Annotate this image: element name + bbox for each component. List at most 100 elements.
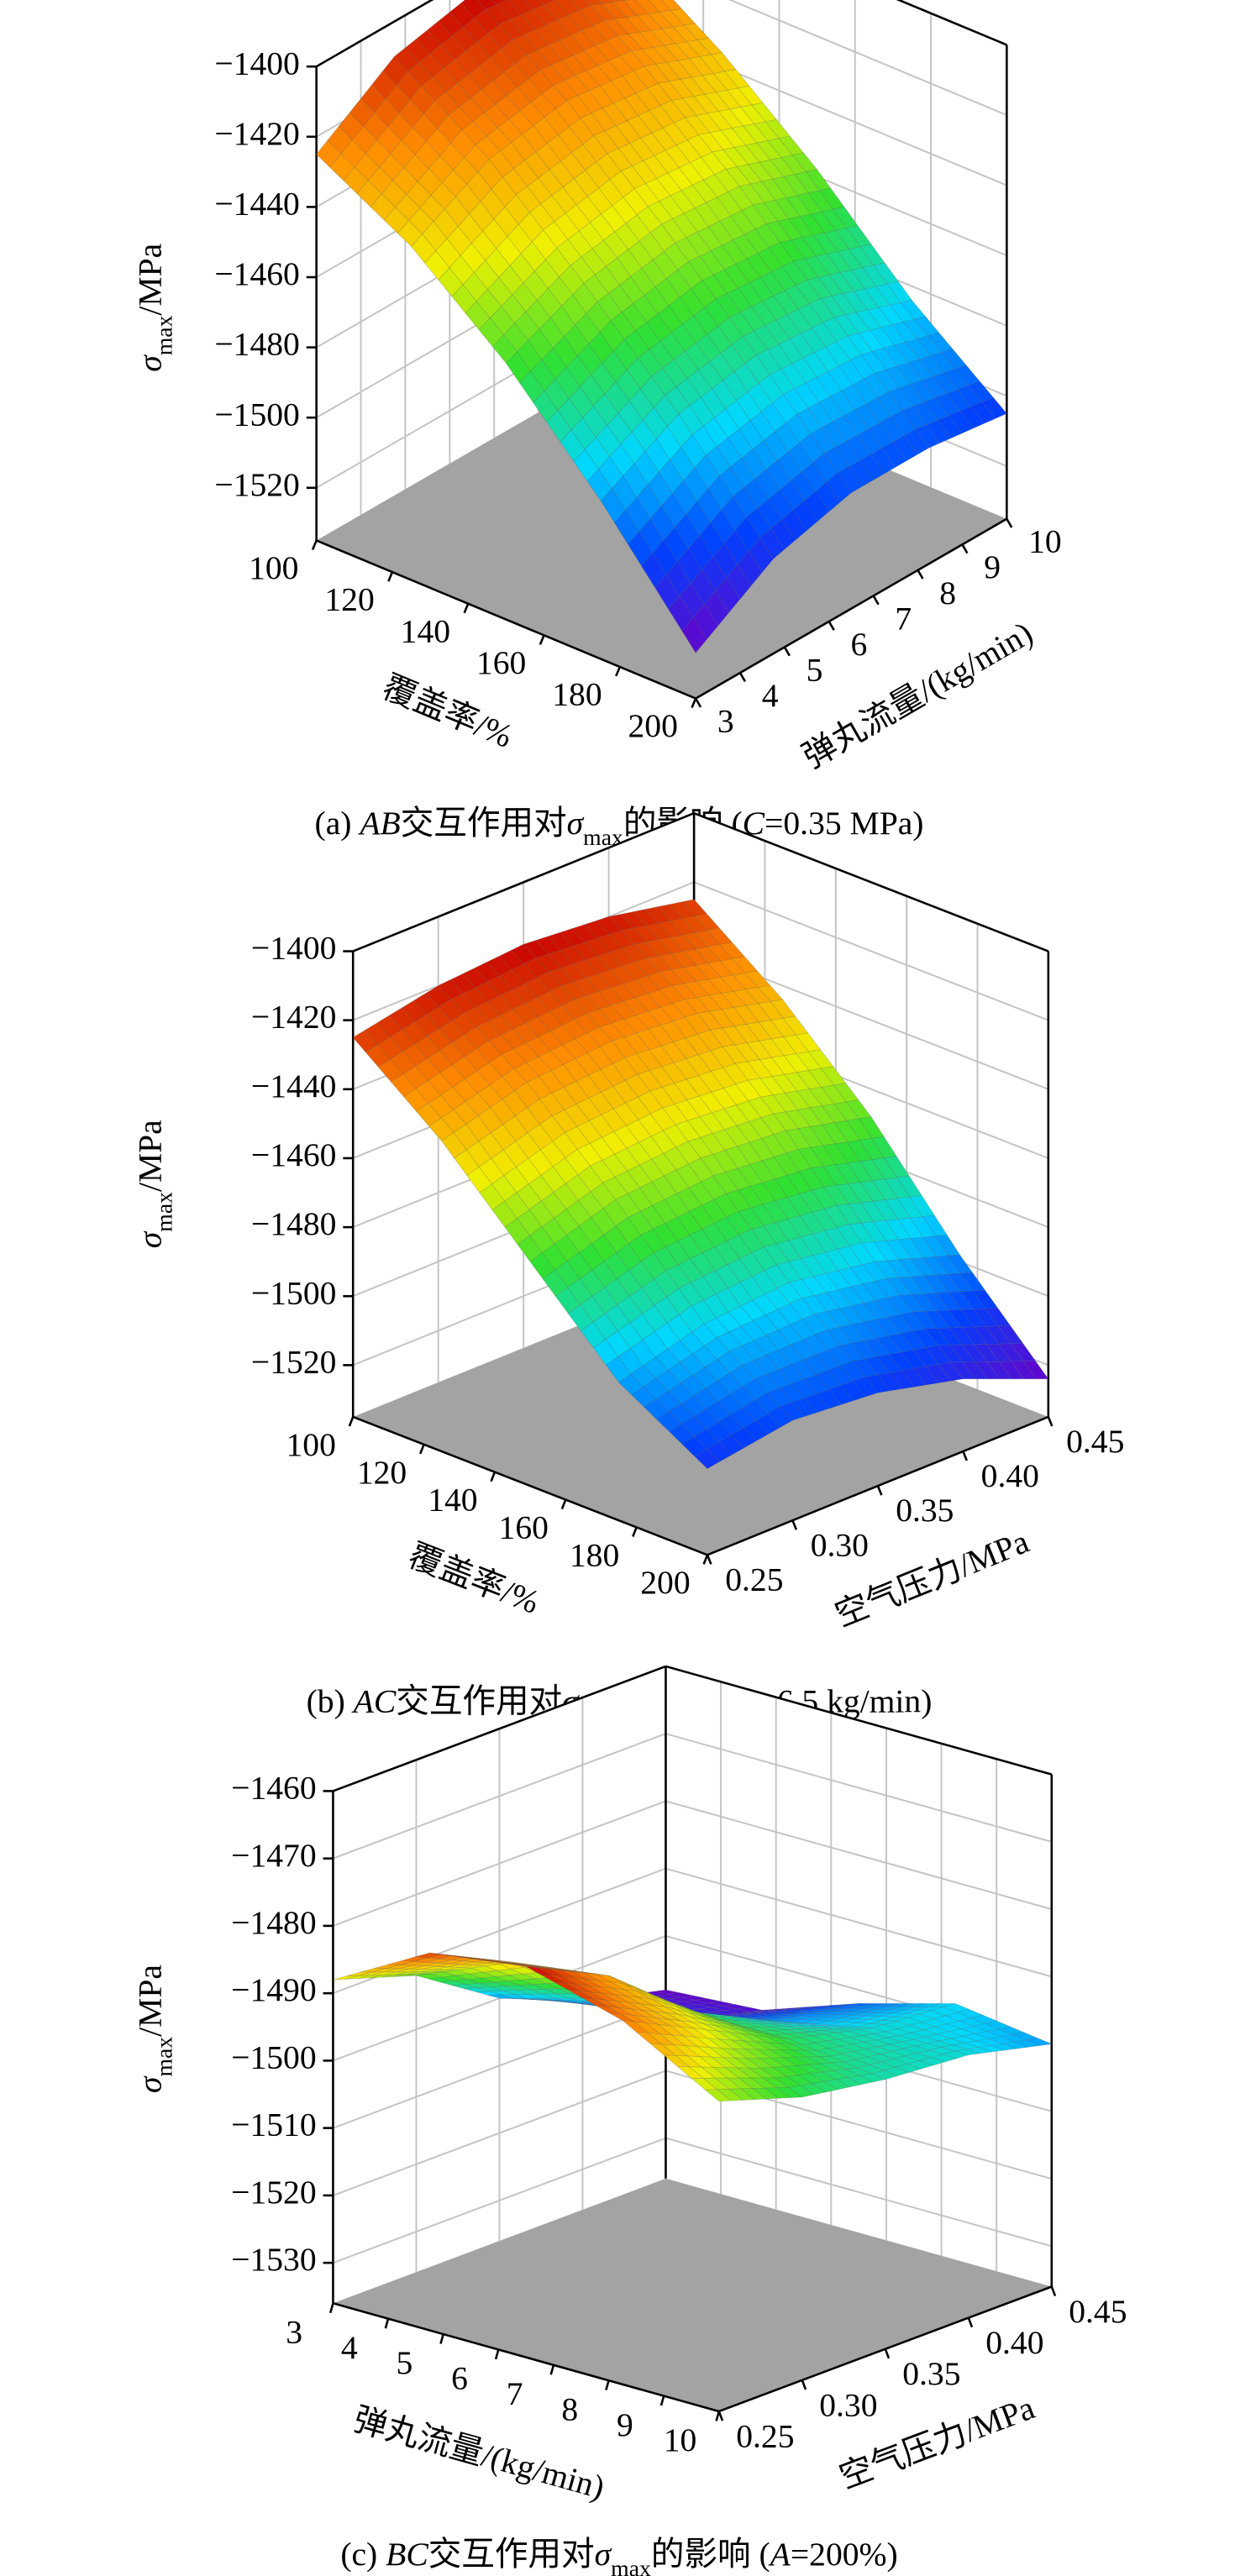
tick-mark <box>439 2333 444 2344</box>
tick-mark <box>384 2318 390 2329</box>
y-tick-label: 5 <box>807 651 823 688</box>
z-tick-label: −1520 <box>251 1343 336 1380</box>
y-axis-title: 弹丸流量/(kg/min) <box>796 615 1039 776</box>
z-tick-label: −1420 <box>251 999 336 1036</box>
z-axis-title: σmax/MPa <box>132 1120 177 1248</box>
tick-mark <box>738 672 747 682</box>
z-axis-title: σmax/MPa <box>132 243 177 371</box>
tick-mark <box>632 1526 638 1537</box>
x-tick-label: 9 <box>617 2406 633 2443</box>
z-tick-label: −1530 <box>231 2241 316 2278</box>
tick-mark <box>961 543 969 554</box>
z-tick-label: −1420 <box>214 115 299 152</box>
surface-patch <box>970 401 996 424</box>
surface-patch <box>681 617 707 653</box>
z-tick-label: −1500 <box>231 2038 316 2075</box>
box-edge <box>333 1665 666 1792</box>
box-edge <box>896 0 1007 46</box>
z-axis-title: σmax/MPa <box>132 1965 177 2093</box>
y-tick-label: 0.35 <box>902 2355 960 2392</box>
z-tick-label: −1460 <box>231 1770 316 1807</box>
z-tick-label: −1480 <box>251 1205 336 1242</box>
surface-patch <box>770 519 796 550</box>
caption-part: (c) <box>340 2536 386 2573</box>
surface-patch <box>623 0 630 2</box>
axis-line <box>718 2285 1053 2413</box>
x-tick-label: 180 <box>570 1536 619 1573</box>
x-tick-label: 3 <box>286 2313 302 2350</box>
tick-mark <box>615 666 621 677</box>
z-tick-label: −1500 <box>214 396 299 433</box>
surface-patch <box>803 1393 830 1414</box>
tick-mark <box>962 1451 969 1461</box>
surface-patch <box>704 2089 732 2102</box>
surface-patch <box>915 424 941 449</box>
tick-mark <box>884 2348 891 2359</box>
surface-patch <box>1001 2041 1028 2049</box>
tick-mark <box>876 1485 883 1496</box>
caption-part: σ <box>595 2536 612 2573</box>
tick-mark <box>560 1499 567 1510</box>
caption-part: max <box>611 2555 651 2576</box>
x-tick-label: 100 <box>286 1426 336 1463</box>
surface-patch <box>892 435 918 461</box>
tick-mark <box>348 1416 355 1427</box>
tick-mark <box>801 2379 807 2390</box>
y-tick-label: 6 <box>851 626 868 663</box>
surface-patch <box>726 564 752 600</box>
axis-line <box>707 1415 1049 1556</box>
caption-part: 交互作用对 <box>401 805 567 842</box>
z-tick-label: −1510 <box>231 2106 316 2143</box>
tick-mark <box>605 2379 610 2390</box>
surface-patch <box>959 406 985 429</box>
surface-patch <box>930 2054 958 2063</box>
x-tick-label: 4 <box>341 2329 358 2366</box>
y-tick-label: 4 <box>762 677 779 714</box>
z-axis-unit: /MPa <box>132 1120 169 1192</box>
tick-mark <box>717 2411 724 2421</box>
z-tick-label: −1440 <box>251 1068 336 1104</box>
x-tick-label: 120 <box>357 1454 407 1491</box>
surface-patch <box>901 1368 927 1388</box>
tick-mark <box>1050 2286 1057 2297</box>
tick-mark <box>1047 1416 1053 1427</box>
surface-patch <box>767 1406 793 1428</box>
tick-mark <box>694 697 702 708</box>
y-tick-label: 0.45 <box>1069 2293 1127 2330</box>
z-axis-symbol: σ <box>132 1230 169 1248</box>
y-tick-label: 8 <box>939 574 956 611</box>
tick-mark <box>329 2302 334 2314</box>
caption-part: AC <box>351 1683 397 1720</box>
x-tick-label: 160 <box>499 1509 549 1546</box>
surface-patch <box>926 419 952 443</box>
tick-mark <box>494 2349 500 2360</box>
surface-patch <box>904 428 930 455</box>
z-tick-label: −1440 <box>214 185 299 222</box>
y-tick-label: 0.25 <box>736 2417 794 2454</box>
surface-patch <box>804 491 830 522</box>
z-axis-unit: /MPa <box>132 243 169 315</box>
surface-patch <box>986 1361 1012 1380</box>
x-tick-label: 140 <box>401 612 450 649</box>
tick-mark <box>783 646 791 657</box>
x-tick-label: 7 <box>507 2375 523 2412</box>
surface-patch <box>974 1361 1001 1380</box>
surface-patch <box>692 604 718 640</box>
caption-part: (a) <box>315 805 360 842</box>
tick-mark <box>549 2364 555 2375</box>
y-tick-label: 0.40 <box>985 2324 1043 2361</box>
z-axis-symbol: σ <box>132 2075 169 2093</box>
x-tick-label: 100 <box>249 549 298 586</box>
caption-part: 交互作用对 <box>396 1683 562 1720</box>
surface-patch <box>694 1449 720 1469</box>
x-tick-label: 160 <box>476 644 526 681</box>
tick-mark <box>1006 518 1013 528</box>
x-tick-label: 8 <box>561 2390 578 2427</box>
surface-patch <box>799 2083 827 2096</box>
tick-mark <box>706 1554 712 1565</box>
z-tick-label: −1480 <box>231 1904 316 1941</box>
tick-mark <box>872 595 880 606</box>
surface-patch <box>859 2073 886 2083</box>
